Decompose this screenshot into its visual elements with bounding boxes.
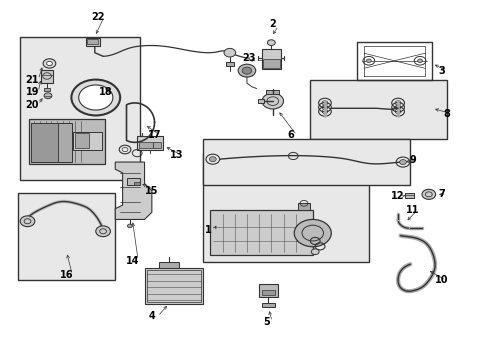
- Circle shape: [421, 189, 435, 199]
- Text: 17: 17: [147, 130, 161, 140]
- Bar: [225, 62, 233, 66]
- Circle shape: [267, 40, 275, 45]
- Text: 23: 23: [242, 53, 256, 63]
- Text: 14: 14: [125, 256, 139, 266]
- Circle shape: [417, 59, 422, 63]
- Circle shape: [20, 216, 35, 226]
- Text: 5: 5: [263, 317, 269, 327]
- Bar: [86, 38, 100, 45]
- Text: 13: 13: [169, 150, 183, 160]
- Bar: [203, 139, 409, 185]
- Text: 19: 19: [25, 87, 39, 97]
- Bar: [263, 59, 279, 68]
- Bar: [18, 193, 115, 280]
- Bar: [153, 142, 161, 148]
- Bar: [144, 268, 203, 304]
- Text: 22: 22: [91, 12, 105, 22]
- Circle shape: [311, 249, 319, 255]
- Polygon shape: [115, 162, 152, 220]
- Text: 7: 7: [438, 189, 445, 199]
- Text: 11: 11: [405, 206, 419, 216]
- Bar: [75, 134, 89, 148]
- Text: 12: 12: [390, 191, 404, 201]
- Bar: [139, 142, 153, 148]
- Text: 20: 20: [25, 100, 39, 110]
- Bar: [310, 80, 446, 139]
- Text: 9: 9: [408, 155, 415, 165]
- Circle shape: [46, 61, 52, 66]
- Bar: [203, 153, 368, 262]
- Text: 3: 3: [438, 66, 445, 76]
- Bar: [210, 211, 312, 255]
- Text: 4: 4: [148, 311, 155, 321]
- Bar: [147, 270, 200, 302]
- Text: 1: 1: [204, 225, 211, 235]
- Bar: [261, 49, 281, 69]
- Bar: [159, 262, 178, 268]
- Bar: [261, 303, 275, 307]
- Bar: [405, 193, 413, 198]
- Circle shape: [71, 80, 120, 116]
- Bar: [127, 178, 140, 185]
- Text: 6: 6: [287, 130, 294, 140]
- Circle shape: [43, 59, 56, 68]
- Bar: [134, 182, 140, 185]
- Text: 18: 18: [99, 87, 112, 97]
- Bar: [31, 123, 72, 162]
- Bar: [73, 132, 102, 149]
- Text: 2: 2: [269, 19, 276, 29]
- Circle shape: [242, 67, 251, 74]
- Circle shape: [44, 93, 52, 99]
- Bar: [20, 37, 140, 180]
- Text: 16: 16: [60, 270, 73, 280]
- Bar: [41, 69, 53, 83]
- Bar: [137, 136, 162, 149]
- Bar: [87, 39, 98, 44]
- Bar: [258, 99, 264, 103]
- Circle shape: [224, 48, 235, 57]
- Circle shape: [262, 93, 283, 109]
- Circle shape: [96, 226, 110, 237]
- Bar: [43, 88, 50, 91]
- Bar: [31, 123, 58, 162]
- Bar: [266, 90, 279, 94]
- Text: 21: 21: [25, 75, 39, 85]
- Bar: [259, 284, 277, 297]
- Text: 15: 15: [145, 186, 158, 196]
- Circle shape: [294, 220, 330, 247]
- Circle shape: [238, 64, 255, 77]
- Circle shape: [127, 224, 132, 228]
- Circle shape: [399, 159, 406, 165]
- Circle shape: [209, 157, 216, 162]
- Text: 8: 8: [443, 109, 449, 119]
- Text: 10: 10: [434, 275, 448, 285]
- Circle shape: [366, 59, 370, 63]
- Bar: [29, 119, 104, 164]
- Bar: [261, 290, 275, 296]
- Circle shape: [79, 85, 113, 110]
- Bar: [298, 203, 310, 211]
